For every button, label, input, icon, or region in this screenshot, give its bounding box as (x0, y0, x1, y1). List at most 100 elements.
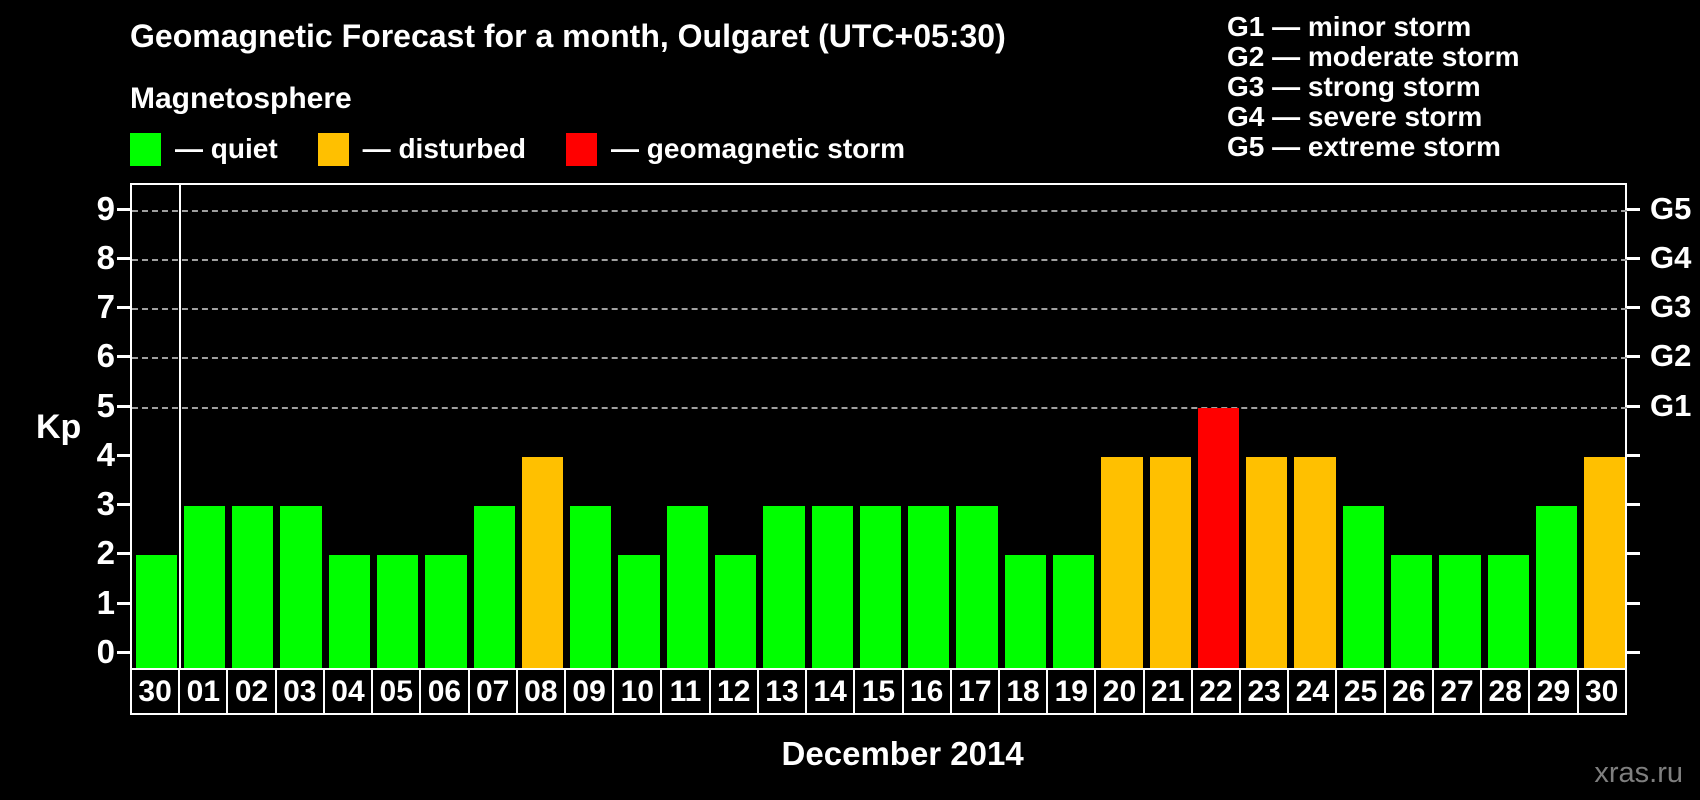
g-scale-legend-line: G1 — minor storm (1227, 11, 1472, 42)
legend-label: — quiet (175, 133, 278, 164)
g-tick-label-G3: G3 (1650, 289, 1692, 325)
disturbed-swatch-icon (317, 132, 349, 166)
kp-bar-day-24 (1294, 456, 1336, 668)
kp-bar-day-02 (232, 506, 274, 668)
day-cell-9-09: 09 (563, 668, 615, 715)
plot-inner (132, 185, 1627, 668)
kp-tick-label-0: 0 (96, 633, 115, 670)
kp-bar-day-30 (135, 555, 177, 668)
kp-tick-label-4: 4 (96, 435, 115, 473)
kp-bar-day-01 (183, 506, 226, 668)
day-cell-30-30: 30 (1576, 668, 1627, 715)
kp-bar-day-04 (328, 555, 370, 668)
right-tick-kp-1 (1627, 601, 1640, 605)
g-tick-label-G2: G2 (1650, 338, 1692, 374)
kp-bar-day-23 (1246, 456, 1288, 668)
quiet-swatch-icon (130, 132, 161, 166)
day-cell-29-29: 29 (1528, 668, 1579, 715)
day-cell-11-11: 11 (660, 668, 711, 715)
right-tick-kp-8 (1627, 256, 1640, 260)
kp-tick-label-2: 2 (96, 534, 115, 572)
day-cell-15-15: 15 (853, 668, 904, 715)
plot-area (130, 183, 1627, 668)
day-cell-22-22: 22 (1190, 668, 1242, 715)
g-tick-label-G5: G5 (1650, 190, 1692, 226)
right-tick-kp-5 (1627, 404, 1640, 408)
kp-bar-day-16 (908, 506, 950, 668)
kp-bar-day-10 (618, 555, 660, 668)
kp-bar-day-25 (1342, 506, 1385, 668)
day-cell-4-04: 04 (322, 668, 374, 715)
day-cell-23-23: 23 (1239, 668, 1290, 715)
kp-bar-day-13 (763, 506, 805, 668)
day-cell-5-05: 05 (371, 668, 422, 715)
kp-bar-day-20 (1101, 456, 1143, 668)
left-tick-kp-1 (117, 601, 130, 605)
x-axis-month-label: December 2014 (781, 735, 1024, 772)
day-cell-13-13: 13 (756, 668, 808, 715)
kp-tick-label-3: 3 (96, 485, 115, 523)
right-tick-kp-4 (1627, 453, 1640, 457)
gridline-kp-8 (132, 258, 1627, 261)
chart-title: Geomagnetic Forecast for a month, Oulgar… (130, 18, 1006, 54)
day-cell-25-25: 25 (1335, 668, 1386, 715)
kp-bar-day-26 (1391, 555, 1433, 668)
y-axis-title: Kp (36, 408, 82, 446)
kp-tick-label-1: 1 (96, 583, 115, 621)
left-tick-kp-5 (117, 404, 130, 408)
g-tick-label-G4: G4 (1650, 239, 1692, 275)
day-cell-3-03: 03 (274, 668, 325, 715)
day-cell-14-14: 14 (805, 668, 856, 715)
g-scale-legend-line: G4 — severe storm (1227, 101, 1483, 132)
kp-bar-day-21 (1149, 456, 1191, 668)
day-label-row: 30 01 02 03 04 05 06 07 08 09 10 11 12 13 14 15 16 17 18 19… (130, 668, 1627, 715)
kp-bar-day-29 (1535, 506, 1578, 668)
left-tick-kp-8 (117, 256, 130, 260)
day-cell-10-10: 10 (612, 668, 663, 715)
magnetosphere-legend: — quiet — disturbed — geomagnetic storm (130, 132, 945, 166)
kp-bar-day-12 (714, 555, 757, 668)
kp-tick-label-6: 6 (96, 337, 115, 375)
left-tick-kp-7 (117, 306, 130, 310)
left-tick-kp-3 (117, 503, 130, 507)
day-cell-0-30: 30 (130, 668, 181, 715)
day-cell-8-08: 08 (515, 668, 566, 715)
day-cell-20-20: 20 (1094, 668, 1145, 715)
kp-bar-day-05 (376, 555, 419, 668)
left-tick-kp-2 (117, 552, 130, 556)
g-scale-legend-line: G5 — extreme storm (1227, 131, 1501, 162)
kp-tick-label-8: 8 (96, 238, 115, 276)
day-cell-28-28: 28 (1480, 668, 1531, 715)
legend-item-quiet: — quiet (130, 132, 278, 166)
kp-bar-day-06 (425, 555, 467, 668)
kp-bar-day-28 (1487, 555, 1529, 668)
watermark: xras.ru (1594, 757, 1683, 789)
g-scale-legend: G1 — minor storm G2 — moderate storm G3 — … (1227, 12, 1520, 162)
left-tick-kp-9 (117, 207, 130, 211)
kp-bar-day-17 (956, 506, 998, 668)
day-cell-1-01: 01 (178, 668, 229, 715)
legend-item-storm: — geomagnetic storm (566, 132, 906, 166)
right-tick-kp-3 (1627, 503, 1640, 507)
kp-bar-day-14 (811, 506, 853, 668)
day-cell-6-06: 06 (419, 668, 470, 715)
kp-bar-day-27 (1439, 555, 1481, 668)
left-tick-kp-0 (117, 651, 130, 654)
month-separator-line (179, 185, 182, 668)
day-cell-27-27: 27 (1431, 668, 1483, 715)
legend-label: — geomagnetic storm (611, 133, 906, 164)
right-tick-kp-6 (1627, 355, 1640, 359)
day-cell-2-02: 02 (226, 668, 277, 715)
g-scale-legend-line: G3 — strong storm (1227, 71, 1481, 102)
day-cell-18-18: 18 (997, 668, 1049, 715)
gridline-kp-6 (132, 357, 1627, 360)
kp-bar-day-15 (859, 506, 902, 668)
left-tick-kp-4 (117, 453, 130, 457)
g-scale-legend-line: G2 — moderate storm (1227, 41, 1520, 72)
kp-bar-day-08 (521, 456, 564, 668)
day-cell-19-19: 19 (1046, 668, 1097, 715)
left-tick-kp-6 (117, 355, 130, 359)
kp-bar-day-18 (1004, 555, 1046, 668)
right-tick-kp-9 (1627, 207, 1640, 211)
right-tick-kp-0 (1627, 651, 1640, 654)
